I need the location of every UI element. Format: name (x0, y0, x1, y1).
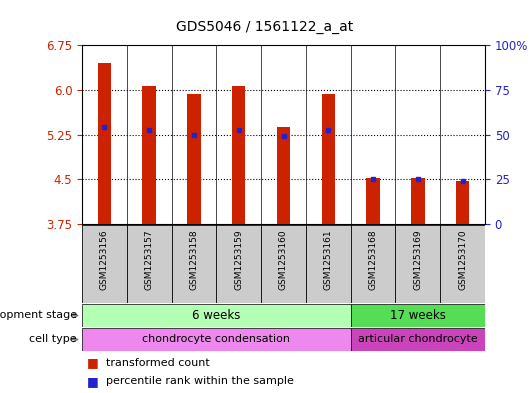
Text: GSM1253168: GSM1253168 (368, 229, 377, 290)
Text: ■: ■ (87, 356, 99, 369)
Bar (216, 225, 261, 303)
Text: cell type: cell type (29, 334, 77, 345)
Bar (232, 86, 245, 224)
Text: development stage: development stage (0, 310, 77, 321)
Bar (411, 178, 425, 224)
Bar (187, 94, 201, 224)
Text: GSM1253156: GSM1253156 (100, 229, 109, 290)
Bar (351, 304, 485, 327)
Bar (306, 225, 351, 303)
Bar (98, 63, 111, 224)
Bar (82, 225, 127, 303)
Bar (351, 225, 395, 303)
Text: GSM1253170: GSM1253170 (458, 229, 467, 290)
Bar (261, 225, 306, 303)
Bar (82, 328, 351, 351)
Text: GSM1253159: GSM1253159 (234, 229, 243, 290)
Text: GDS5046 / 1561122_a_at: GDS5046 / 1561122_a_at (176, 20, 354, 34)
Text: 6 weeks: 6 weeks (192, 309, 241, 322)
Bar (82, 304, 351, 327)
Bar (277, 127, 290, 224)
Text: ■: ■ (87, 375, 99, 388)
Bar (395, 225, 440, 303)
Text: GSM1253157: GSM1253157 (145, 229, 154, 290)
Text: articular chondrocyte: articular chondrocyte (358, 334, 478, 345)
Bar (366, 178, 380, 224)
Text: GSM1253169: GSM1253169 (413, 229, 422, 290)
Text: GSM1253161: GSM1253161 (324, 229, 333, 290)
Bar (172, 225, 216, 303)
Bar (456, 181, 470, 224)
Bar (440, 225, 485, 303)
Bar (143, 86, 156, 224)
Text: chondrocyte condensation: chondrocyte condensation (143, 334, 290, 345)
Bar (322, 94, 335, 224)
Text: percentile rank within the sample: percentile rank within the sample (106, 376, 294, 386)
Bar (351, 328, 485, 351)
Text: GSM1253160: GSM1253160 (279, 229, 288, 290)
Text: GSM1253158: GSM1253158 (189, 229, 198, 290)
Text: 17 weeks: 17 weeks (390, 309, 446, 322)
Bar (127, 225, 172, 303)
Text: transformed count: transformed count (106, 358, 209, 368)
